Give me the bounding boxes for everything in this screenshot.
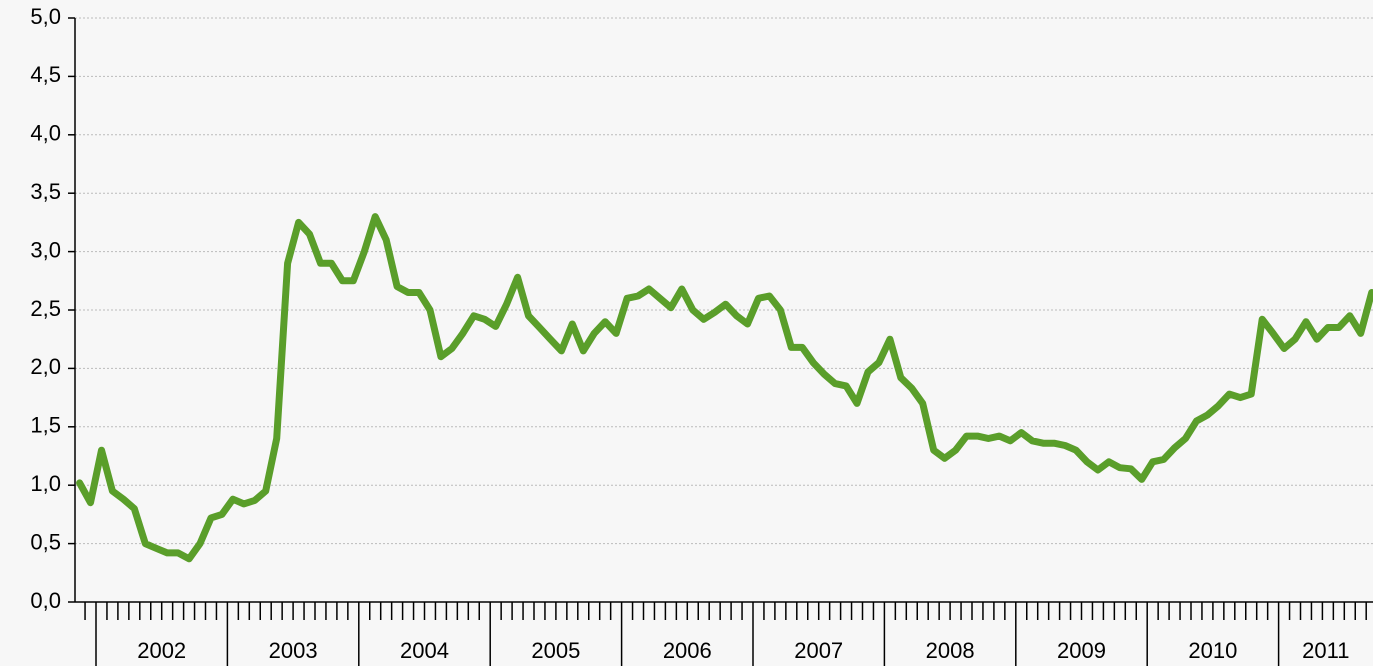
x-tick-label: 2008	[926, 638, 975, 663]
y-tick-label: 3,5	[30, 179, 61, 204]
y-tick-label: 0,5	[30, 529, 61, 554]
y-tick-label: 1,5	[30, 413, 61, 438]
y-tick-label: 4,0	[30, 121, 61, 146]
x-tick-label: 2005	[531, 638, 580, 663]
y-tick-label: 1,0	[30, 471, 61, 496]
x-tick-label: 2006	[663, 638, 712, 663]
x-tick-label: 2007	[794, 638, 843, 663]
x-tick-label: 2003	[269, 638, 318, 663]
y-tick-label: 2,5	[30, 296, 61, 321]
y-tick-label: 2,0	[30, 354, 61, 379]
line	[76, 213, 1373, 563]
x-tick-label: 2004	[400, 638, 449, 663]
x-tick-label: 2002	[137, 638, 186, 663]
x-tick-label: 2011	[1302, 638, 1349, 663]
x-tick-label: 2010	[1188, 638, 1237, 663]
y-tick-label: 3,0	[30, 237, 61, 262]
x-tick-label: 2009	[1057, 638, 1106, 663]
y-tick-label: 0,0	[30, 588, 61, 613]
y-tick-label: 4,5	[30, 62, 61, 87]
y-tick-label: 5,0	[30, 4, 61, 29]
